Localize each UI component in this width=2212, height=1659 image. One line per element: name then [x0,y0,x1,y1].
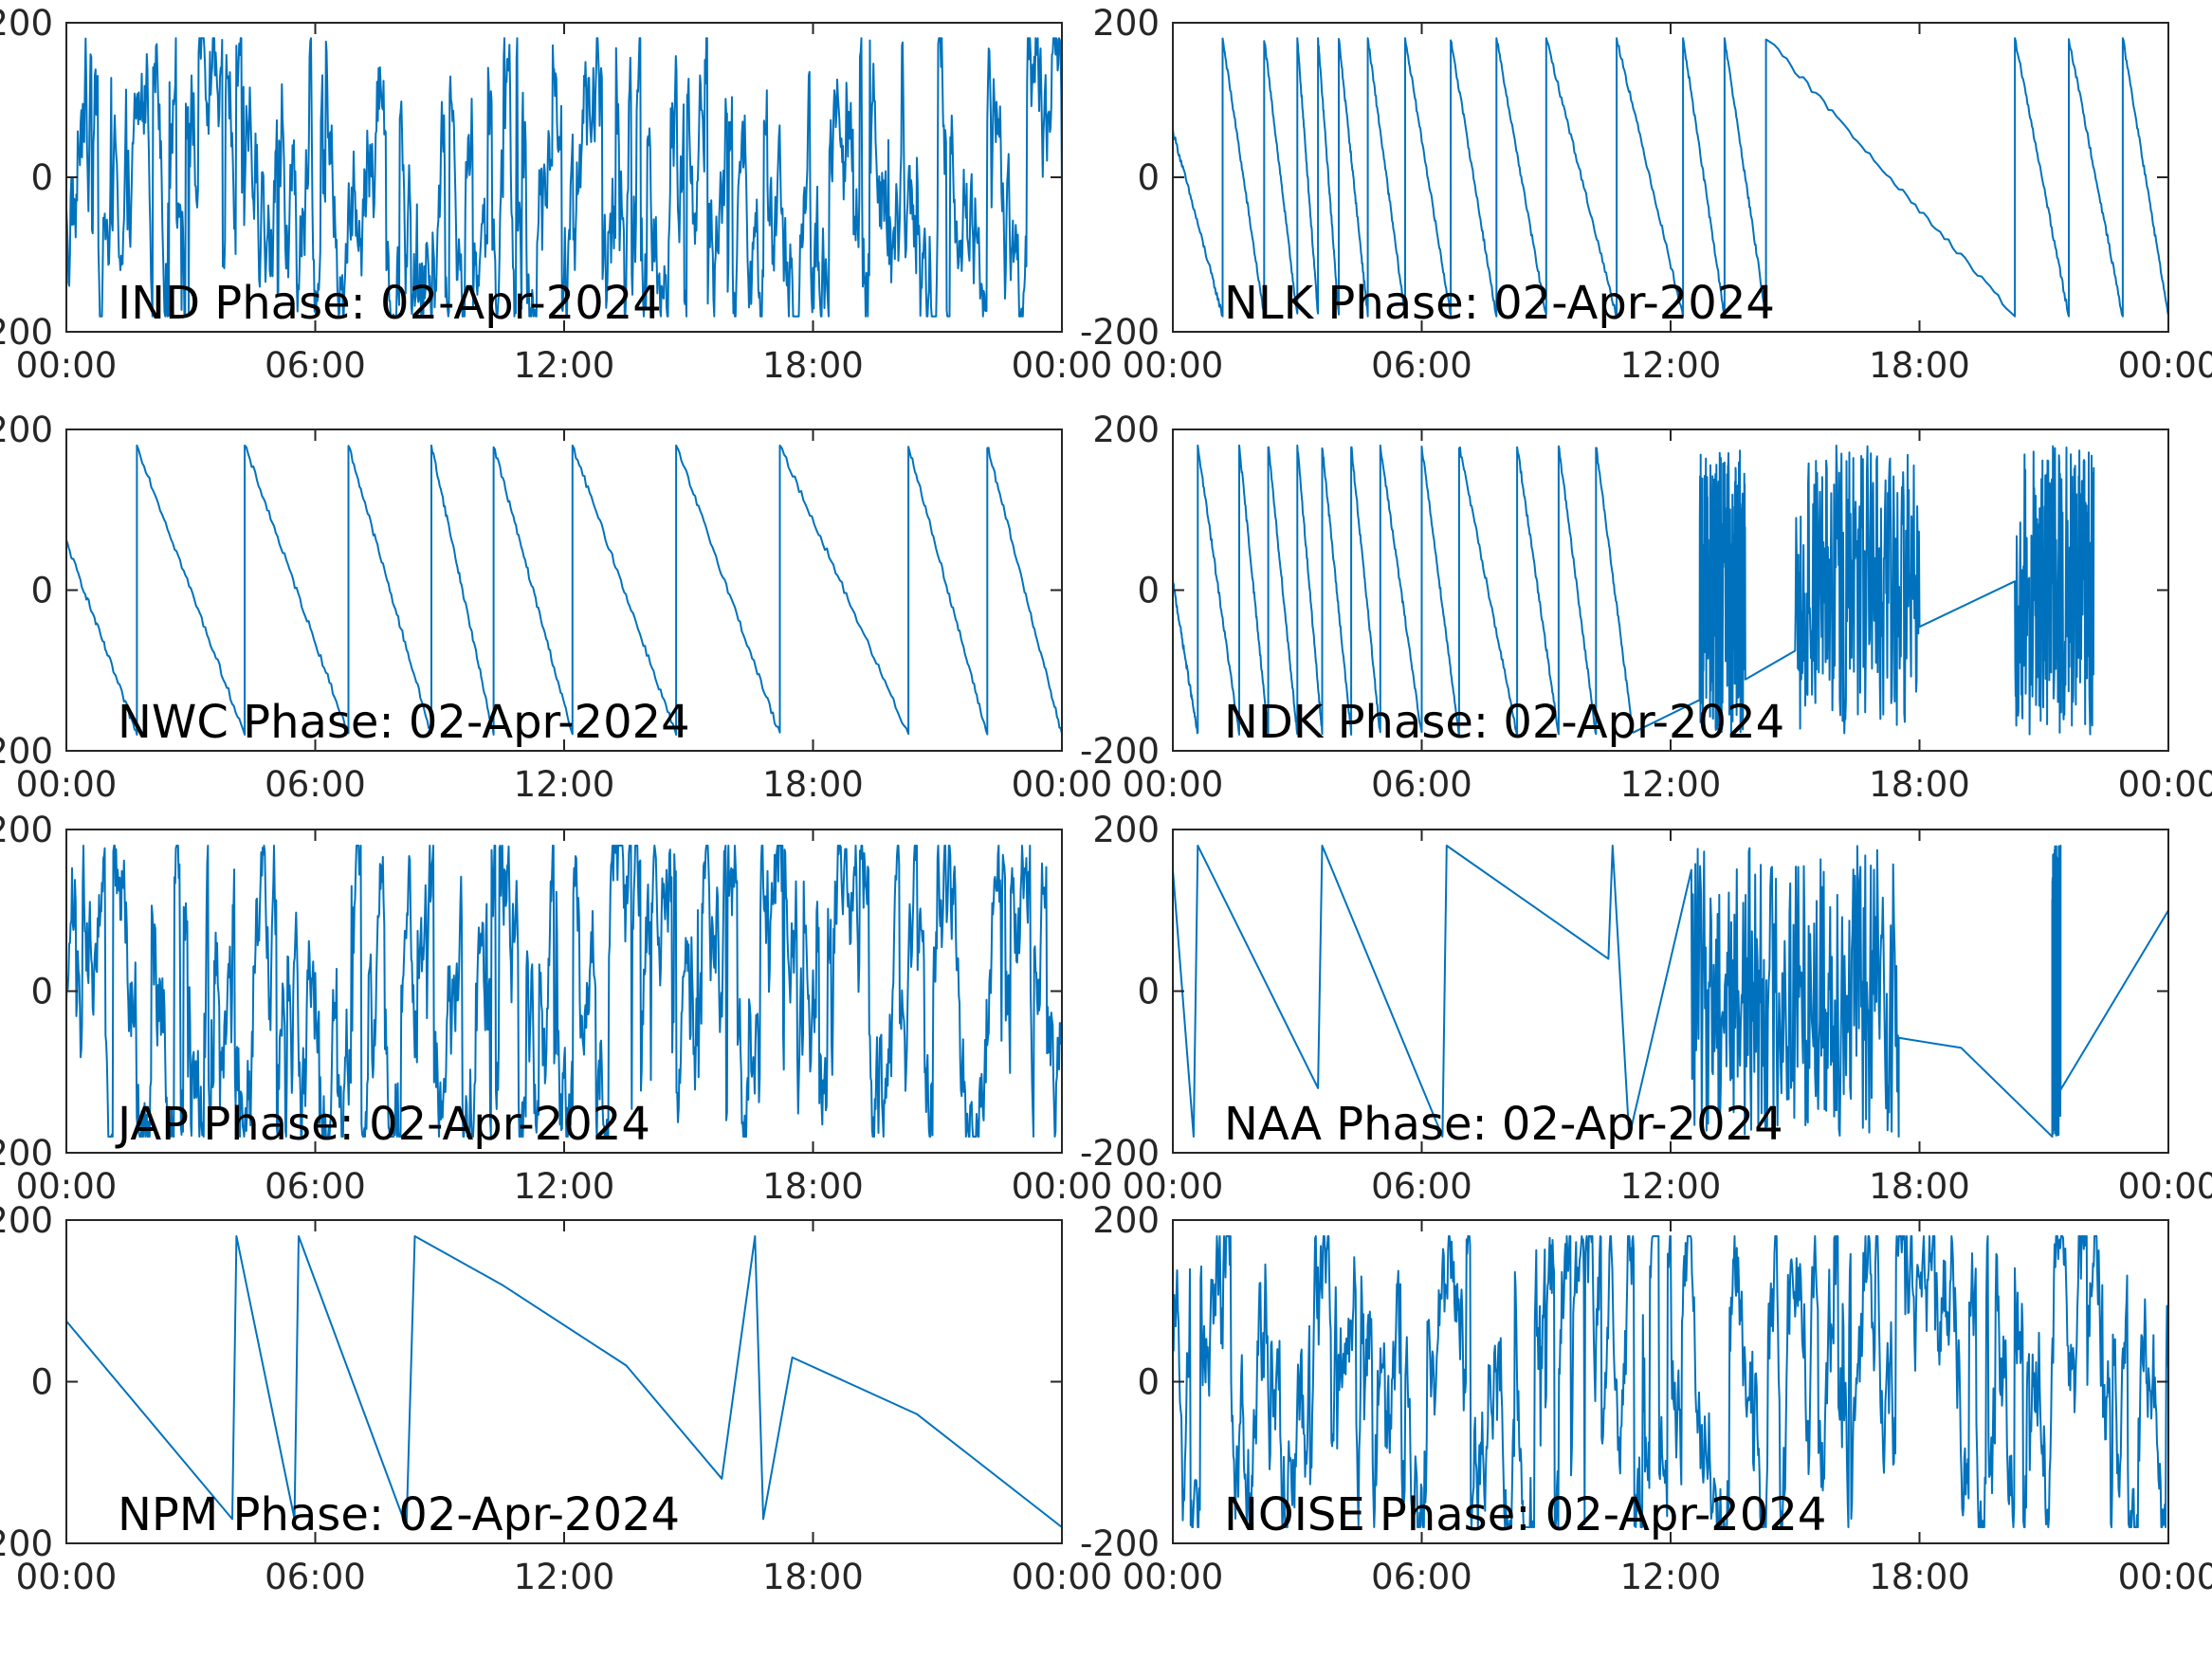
y-tick-label: 0 [30,157,53,198]
y-tick-label: 0 [1137,571,1160,611]
x-tick-label: 00:00 [2118,345,2212,386]
x-tick-label: 18:00 [762,1557,864,1597]
trace-1 [1172,37,2169,318]
panel-annotation: NLK Phase: 02-Apr-2024 [1224,277,1775,330]
y-tick-label: 0 [1137,972,1160,1012]
y-tick-label: 200 [1092,3,1160,44]
x-tick-label: 06:00 [265,764,366,805]
x-tick-label: 00:00 [16,1166,118,1207]
y-tick-label: -200 [0,731,53,772]
x-tick-label: 12:00 [1620,1557,1722,1597]
x-tick-label: 00:00 [1123,1557,1224,1597]
x-tick-label: 12:00 [1620,345,1722,386]
panel-annotation: NPM Phase: 02-Apr-2024 [118,1488,680,1541]
y-tick-label: 200 [1092,410,1160,450]
x-tick-label: 18:00 [1869,1557,1970,1597]
trace-7 [1172,1235,2169,1528]
y-tick-label: 0 [1137,1362,1160,1403]
x-tick-label: 00:00 [16,764,118,805]
x-tick-label: 12:00 [1620,1166,1722,1207]
trace-0 [65,37,1063,318]
x-tick-label: 06:00 [265,345,366,386]
y-tick-label: -200 [1080,1523,1160,1564]
x-tick-label: 12:00 [514,764,615,805]
y-tick-label: -200 [0,1133,53,1174]
x-tick-label: 00:00 [1123,1166,1224,1207]
panel-annotation: NOISE Phase: 02-Apr-2024 [1224,1488,1826,1541]
y-tick-label: 0 [30,571,53,611]
y-tick-label: 0 [30,1362,53,1403]
y-tick-label: 200 [0,1200,53,1241]
y-tick-label: 0 [1137,157,1160,198]
trace-6 [65,1235,1063,1528]
x-tick-label: 00:00 [2118,1166,2212,1207]
panel-annotation: NWC Phase: 02-Apr-2024 [118,696,690,749]
x-tick-label: 00:00 [1123,764,1224,805]
x-tick-label: 06:00 [265,1166,366,1207]
x-tick-label: 00:00 [1123,345,1224,386]
x-tick-label: 00:00 [1012,345,1113,386]
x-tick-label: 00:00 [1012,764,1113,805]
x-tick-label: 18:00 [1869,764,1970,805]
y-tick-label: -200 [1080,1133,1160,1174]
y-tick-label: 200 [1092,810,1160,850]
y-tick-label: -200 [1080,312,1160,353]
panel-annotation: NDK Phase: 02-Apr-2024 [1224,696,1784,749]
trace-4 [65,845,1063,1138]
y-tick-label: -200 [0,312,53,353]
x-tick-label: 06:00 [1371,1166,1472,1207]
x-tick-label: 18:00 [762,764,864,805]
y-tick-label: -200 [0,1523,53,1564]
x-tick-label: 06:00 [1371,764,1472,805]
x-tick-label: 00:00 [16,345,118,386]
x-tick-label: 18:00 [1869,345,1970,386]
x-tick-label: 06:00 [265,1557,366,1597]
x-tick-label: 18:00 [762,345,864,386]
y-tick-label: 200 [0,3,53,44]
trace-2 [65,444,1063,736]
panel-annotation: NAA Phase: 02-Apr-2024 [1224,1098,1783,1151]
trace-5 [1172,845,2169,1138]
y-tick-label: -200 [1080,731,1160,772]
x-tick-label: 00:00 [1012,1166,1113,1207]
x-tick-label: 12:00 [514,1557,615,1597]
x-tick-label: 06:00 [1371,345,1472,386]
x-tick-label: 00:00 [16,1557,118,1597]
panel-annotation: JAP Phase: 02-Apr-2024 [115,1098,650,1151]
x-tick-label: 00:00 [2118,764,2212,805]
x-tick-label: 18:00 [1869,1166,1970,1207]
x-tick-label: 00:00 [1012,1557,1113,1597]
x-tick-label: 12:00 [514,345,615,386]
x-tick-label: 12:00 [514,1166,615,1207]
panel-annotation: IND Phase: 02-Apr-2024 [118,277,662,330]
x-tick-label: 12:00 [1620,764,1722,805]
x-tick-label: 00:00 [2118,1557,2212,1597]
x-tick-label: 18:00 [762,1166,864,1207]
x-tick-label: 06:00 [1371,1557,1472,1597]
y-tick-label: 200 [0,410,53,450]
y-tick-label: 0 [30,972,53,1012]
y-tick-label: 200 [1092,1200,1160,1241]
trace-3 [1172,444,2095,736]
y-tick-label: 200 [0,810,53,850]
